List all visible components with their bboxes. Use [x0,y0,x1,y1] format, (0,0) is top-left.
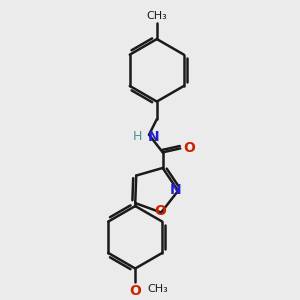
Text: O: O [129,284,141,298]
Text: CH₃: CH₃ [147,284,168,294]
Text: O: O [154,204,166,218]
Text: N: N [169,183,181,197]
Text: CH₃: CH₃ [146,11,167,22]
Text: O: O [183,141,195,155]
Text: N: N [148,130,160,144]
Text: H: H [133,130,142,143]
